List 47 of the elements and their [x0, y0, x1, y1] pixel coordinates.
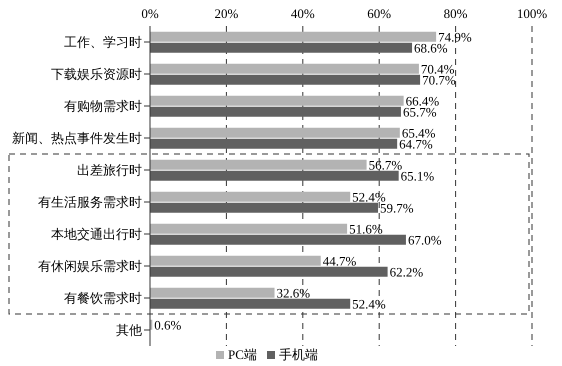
bar — [150, 74, 420, 85]
data-label: 51.6% — [349, 221, 383, 236]
y-tick-label: 本地交通出行时 — [51, 226, 142, 242]
data-label: 0.6% — [154, 317, 182, 332]
bar — [150, 32, 436, 42]
y-tick-label: 有休闲娱乐需求时 — [38, 258, 142, 274]
data-label: 44.7% — [322, 253, 357, 268]
bar — [150, 288, 275, 298]
bar — [150, 128, 400, 138]
bar — [150, 234, 406, 245]
data-label: 65.1% — [400, 168, 434, 184]
bar — [150, 106, 401, 117]
y-tick-label: 工作、学习时 — [64, 34, 142, 50]
data-label: 66.4% — [406, 93, 440, 108]
bar — [150, 202, 378, 213]
legend-label: 手机端 — [278, 347, 318, 362]
bar — [150, 42, 412, 53]
y-tick-label: 新闻、热点事件发生时 — [12, 130, 142, 146]
x-tick-label: 0% — [141, 6, 159, 21]
bar — [150, 256, 321, 266]
x-tick-label: 40% — [290, 6, 315, 21]
bar — [150, 224, 348, 234]
x-tick-label: 80% — [444, 6, 468, 21]
y-tick-label: 其他 — [116, 322, 142, 338]
y-tick-label: 出差旅行时 — [77, 162, 142, 178]
data-label: 62.2% — [390, 264, 424, 280]
legend-label: PC端 — [228, 347, 257, 362]
y-tick-label: 有餐饮需求时 — [64, 290, 142, 306]
bar — [150, 64, 419, 74]
data-label: 52.4% — [352, 189, 386, 204]
data-label: 65.4% — [402, 125, 436, 140]
x-tick-label: 100% — [516, 6, 548, 21]
data-label: 56.7% — [368, 157, 402, 172]
bar — [150, 266, 388, 277]
bar — [150, 160, 367, 170]
bar — [150, 138, 398, 149]
bar — [150, 96, 404, 106]
x-tick-label: 20% — [214, 6, 238, 21]
bar — [150, 170, 399, 181]
bar — [150, 192, 350, 202]
y-tick-label: 下载娱乐资源时 — [51, 66, 142, 82]
y-tick-label: 有购物需求时 — [64, 98, 142, 114]
data-label: 67.0% — [408, 232, 442, 248]
y-tick-label: 有生活服务需求时 — [38, 194, 142, 210]
x-tick-label: 60% — [367, 6, 392, 21]
data-label: 70.4% — [420, 61, 455, 76]
bar — [150, 298, 350, 309]
